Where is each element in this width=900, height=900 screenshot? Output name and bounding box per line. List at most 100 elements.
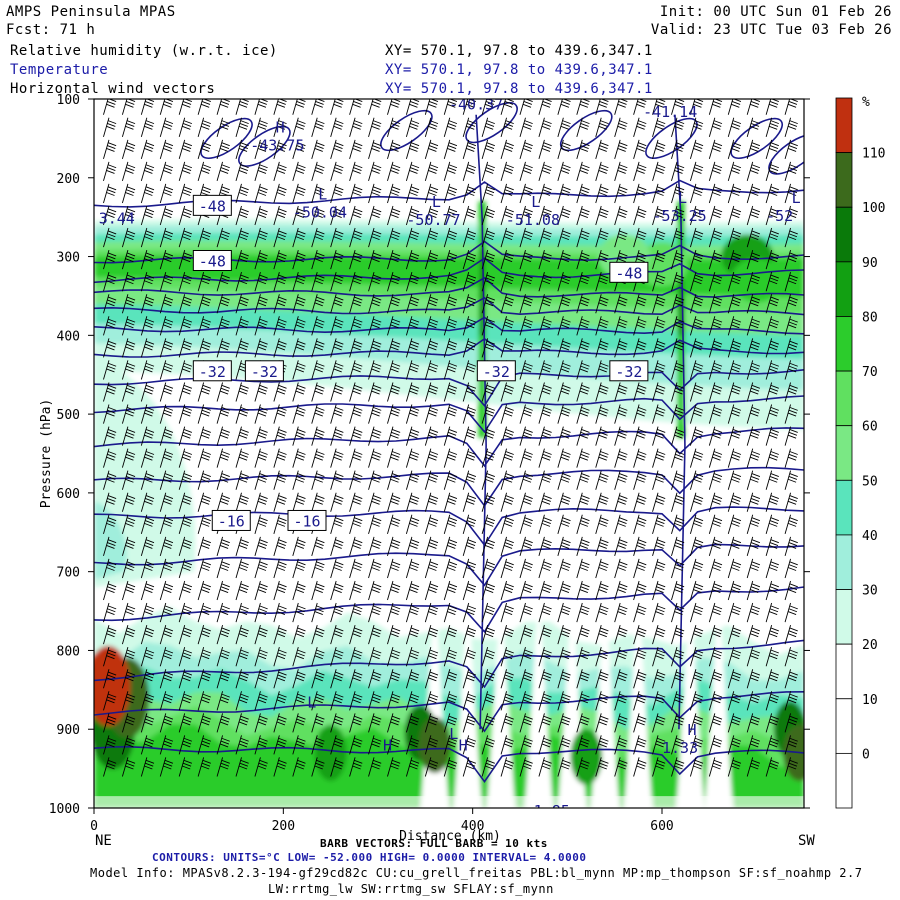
wind-barb [557,536,571,557]
wind-barb [330,647,344,667]
wind-barb [140,338,155,358]
wind-barb [349,139,363,159]
wind-barb [349,117,363,137]
wind-barb [216,272,230,292]
wind-barb [765,227,779,248]
y-tick-label: 100 [57,93,80,108]
wind-barb [140,492,155,512]
wind-barb [727,735,742,755]
wind-barb [708,139,723,159]
temperature-contour [94,639,804,689]
wind-barb [311,426,325,446]
wind-barb [671,470,685,490]
wind-barb [235,735,249,755]
wind-barb [405,272,420,292]
wind-barb [159,470,174,490]
wind-barb [311,404,325,424]
wind-barb [595,338,609,358]
wind-barb [140,669,155,689]
wind-barb [424,647,439,667]
wind-barb [576,536,590,557]
wind-barb [292,492,306,512]
wind-barb [765,536,779,557]
wind-barb [671,316,685,336]
colorbar-label: 100 [862,201,885,216]
wind-barb [633,139,647,159]
wind-barb [746,558,761,579]
wind-barb [103,183,117,204]
wind-barb [614,183,628,204]
wind-barb [368,404,382,424]
wind-barb [178,713,193,733]
wind-barb [140,735,155,755]
wind-barb [140,161,155,182]
wind-barb [424,205,439,226]
colorbar-label: 20 [862,638,878,653]
wind-barb [235,338,249,358]
wind-barb [140,227,155,248]
wind-barb [689,580,704,601]
wind-barb [216,602,230,623]
wind-barb [387,360,401,380]
wind-barb [254,470,268,490]
wind-barb [311,669,325,689]
wind-barb [538,227,552,248]
wind-barb [576,558,590,579]
wind-barb [330,139,344,159]
wind-barb [689,360,704,380]
wind-barb [519,448,533,468]
wind-barb [330,426,344,446]
wind-barb [519,492,533,512]
wind-barb [254,514,268,534]
wind-barb [519,316,533,336]
wind-barb [557,205,571,226]
wind-barb [103,294,117,314]
wind-barb [633,426,647,446]
wind-barb [557,139,571,159]
wind-barb [292,647,306,667]
wind-barb [576,669,590,689]
model-info: Model Info: MPASv8.2.3-194-gf29cd82c CU:… [90,866,863,880]
rh-column [480,248,485,336]
extremum-label: L-52 [766,189,801,225]
wind-barb [349,492,363,512]
wind-barb [500,602,514,623]
wind-barb [671,183,685,204]
wind-barb [159,691,174,711]
wind-barb [462,735,477,755]
wind-barb [633,536,647,557]
wind-barb [652,713,666,733]
wind-barb [727,448,742,468]
wind-barb [746,735,761,755]
wind-barb [216,316,230,336]
wind-barb [178,338,193,358]
contour-legend: CONTOURS: UNITS=°C LOW= -52.000 HIGH= 0.… [152,851,587,864]
wind-barb [197,338,211,358]
wind-barb [689,183,704,204]
wind-barb [197,294,211,314]
wind-barb [538,426,552,446]
wind-barb [235,404,249,424]
wind-barb [557,624,571,645]
wind-barb [216,691,230,711]
wind-barb [727,161,742,182]
wind-barb [311,382,325,402]
wind-barb [671,691,685,711]
wind-barb [671,294,685,314]
wind-barb [178,316,193,336]
wind-barb [671,735,685,755]
wind-barb [633,713,647,733]
wind-barb [235,227,249,248]
wind-barb [462,205,477,226]
wind-barb [424,514,439,534]
wind-barb [216,580,230,601]
rh-pocket [570,728,603,785]
wind-barb [121,117,136,137]
wind-barb [103,161,117,182]
wind-barb [708,448,723,468]
wind-barb [576,448,590,468]
wind-barb [178,647,193,667]
wind-barb [443,669,458,689]
temperature-label: -32 [476,360,516,382]
wind-barb [178,624,193,645]
